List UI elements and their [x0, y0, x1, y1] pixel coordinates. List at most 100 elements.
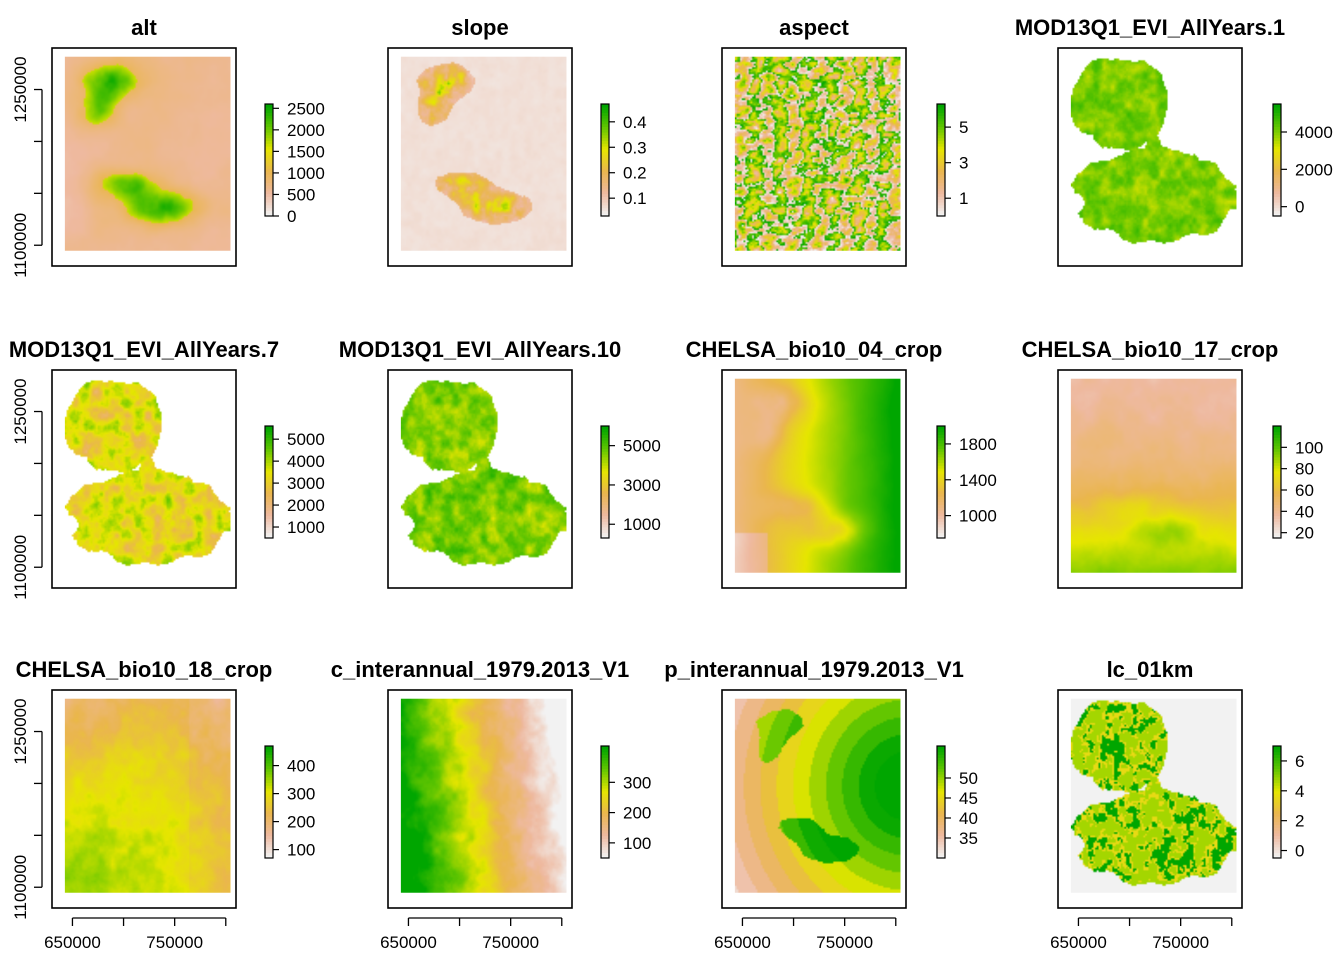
legend-swatch	[265, 437, 273, 441]
legend-swatch	[601, 818, 609, 823]
legend-tick-label: 0	[1295, 842, 1304, 861]
legend-swatch	[601, 148, 609, 153]
legend-swatch	[601, 529, 609, 533]
legend-swatch	[937, 470, 945, 475]
raster-image	[1070, 56, 1237, 251]
legend-swatch	[1273, 112, 1281, 116]
legend-swatch	[265, 855, 273, 859]
legend-swatch	[1273, 821, 1281, 825]
legend-swatch	[1273, 804, 1281, 809]
legend-swatch	[1273, 160, 1281, 164]
legend-swatch	[1273, 813, 1281, 817]
legend-swatch	[1273, 790, 1281, 795]
legend-swatch	[265, 482, 273, 486]
legend-swatch	[1273, 774, 1281, 778]
legend-swatch	[601, 779, 609, 783]
legend-swatch	[601, 785, 609, 789]
panel-1: alt 1100000 1250000 0 500 1000 1500 2000 2500	[11, 15, 325, 278]
legend-swatch	[1273, 521, 1281, 525]
legend-swatch	[937, 174, 945, 178]
legend-swatch	[265, 431, 273, 435]
legend-swatch	[601, 482, 609, 486]
legend-swatch	[601, 496, 609, 500]
legend-swatch	[265, 176, 273, 181]
legend-swatch	[1273, 437, 1281, 441]
legend-swatch	[265, 440, 273, 444]
legend-swatch	[937, 210, 945, 214]
legend-colorbar: 0.1 0.2 0.3 0.4	[600, 103, 647, 217]
legend-swatch	[1273, 120, 1281, 125]
legend-swatch	[1273, 754, 1281, 758]
plot-frame	[51, 689, 237, 909]
legend-swatch	[937, 796, 945, 800]
legend-swatch	[937, 751, 945, 755]
legend-swatch	[1273, 807, 1281, 811]
legend-swatch	[601, 204, 609, 209]
raster-image	[400, 698, 567, 893]
legend-swatch	[937, 115, 945, 119]
legend-swatch	[937, 802, 945, 806]
panel-title: CHELSA_bio10_18_crop	[16, 657, 273, 682]
legend-swatch	[1273, 802, 1281, 806]
legend-swatch	[1273, 776, 1281, 781]
legend-swatch	[1273, 496, 1281, 500]
legend-swatch	[1273, 188, 1281, 192]
legend-swatch	[937, 501, 945, 505]
legend-swatch	[937, 496, 945, 500]
legend-tick-label: 80	[1295, 460, 1314, 479]
legend-colorbar: 1000 3000 5000	[600, 425, 661, 539]
legend-swatch	[265, 835, 273, 839]
legend-swatch	[937, 484, 945, 489]
legend-swatch	[937, 196, 945, 200]
legend-colorbar: 0 500 1000 1500 2000 2500	[264, 99, 325, 226]
legend-swatch	[937, 190, 945, 195]
legend-swatch	[601, 437, 609, 441]
legend-swatch	[1273, 146, 1281, 150]
legend-colorbar: 1000 2000 3000 4000 5000	[264, 425, 325, 539]
legend-tick-label: 20	[1295, 524, 1314, 543]
legend-swatch	[601, 526, 609, 531]
legend-swatch	[601, 451, 609, 455]
legend-swatch	[937, 106, 945, 111]
panel-title: MOD13Q1_EVI_AllYears.10	[339, 337, 622, 362]
legend-swatch	[601, 171, 609, 175]
legend-swatch	[937, 168, 945, 172]
panel-3: aspect 1 3 5	[721, 15, 968, 267]
legend-tick-label: 40	[1295, 502, 1314, 521]
legend-swatch	[937, 746, 945, 750]
legend-tick-label: 4000	[1295, 123, 1333, 142]
legend-tick-label: 45	[959, 789, 978, 808]
legend-swatch	[1273, 482, 1281, 486]
legend-swatch	[937, 849, 945, 853]
legend-swatch	[265, 524, 273, 528]
legend-swatch	[1273, 118, 1281, 122]
legend-tick-label: 4	[1295, 782, 1304, 801]
legend-swatch	[937, 512, 945, 517]
legend-swatch	[265, 501, 273, 505]
y-tick-label: 1250000	[11, 698, 30, 764]
legend-swatch	[937, 841, 945, 845]
legend-swatch	[265, 765, 273, 769]
legend-swatch	[265, 426, 273, 430]
legend-tick-label: 0	[287, 207, 296, 226]
legend-tick-label: 200	[623, 804, 651, 823]
legend-swatch	[1273, 484, 1281, 489]
legend-swatch	[937, 524, 945, 528]
raster-image	[1070, 378, 1237, 573]
legend-swatch	[937, 526, 945, 531]
legend-swatch	[601, 832, 609, 837]
legend-swatch	[937, 821, 945, 825]
legend-swatch	[1273, 827, 1281, 831]
legend-tick-label: 2000	[287, 496, 325, 515]
legend-swatch	[601, 468, 609, 472]
legend-swatch	[1273, 109, 1281, 113]
x-tick-label: 750000	[816, 933, 873, 952]
legend-swatch	[1273, 185, 1281, 189]
legend-swatch	[937, 118, 945, 122]
legend-swatch	[1273, 434, 1281, 438]
legend-swatch	[937, 120, 945, 125]
legend-tick-label: 0.2	[623, 164, 647, 183]
legend-swatch	[1273, 154, 1281, 158]
legend-swatch	[937, 109, 945, 113]
legend-swatch	[937, 824, 945, 828]
